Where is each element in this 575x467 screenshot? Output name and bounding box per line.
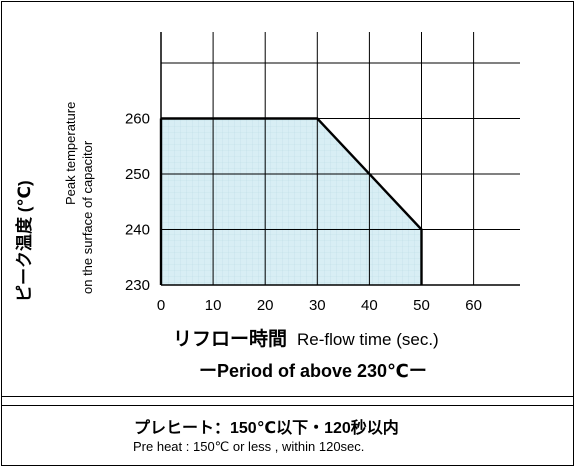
x-axis-subtitle: ーPeriod of above 230℃ー bbox=[199, 361, 427, 381]
y-axis-title-en-line1: Peak temperature bbox=[63, 101, 78, 205]
y-axis-title-en-line2: on the surface of capacitor bbox=[80, 140, 95, 294]
x-axis-title: リフロー時間 Re-flow time (sec.) bbox=[173, 324, 439, 351]
x-axis-title-en: Re-flow time (sec.) bbox=[297, 330, 439, 349]
y-axis-title-jp: ピーク温度 (℃) bbox=[15, 180, 34, 302]
x-tick-label: 40 bbox=[361, 297, 378, 314]
preheat-note-jp: プレヒート：150℃以下・120秒以内 bbox=[134, 420, 399, 437]
divider-line-bottom bbox=[1, 405, 574, 406]
divider-line-top bbox=[1, 396, 574, 397]
preheat-note-en: Pre heat : 150℃ or less , within 120sec. bbox=[133, 439, 365, 454]
temperature-profile-line bbox=[161, 117, 423, 285]
x-tick-label: 10 bbox=[205, 297, 222, 314]
area-fine-grid bbox=[161, 118, 422, 285]
x-tick-label: 20 bbox=[257, 297, 274, 314]
x-tick-label: 30 bbox=[309, 297, 326, 314]
x-tick-label: 60 bbox=[465, 297, 482, 314]
x-tick-label: 50 bbox=[413, 297, 430, 314]
y-tick-label: 250 bbox=[125, 166, 150, 183]
y-tick-label: 260 bbox=[125, 111, 150, 128]
x-tick-label: 0 bbox=[157, 297, 165, 314]
y-tick-label: 240 bbox=[125, 222, 150, 239]
x-axis-title-jp: リフロー時間 bbox=[173, 329, 288, 350]
y-tick-label: 230 bbox=[125, 277, 150, 294]
